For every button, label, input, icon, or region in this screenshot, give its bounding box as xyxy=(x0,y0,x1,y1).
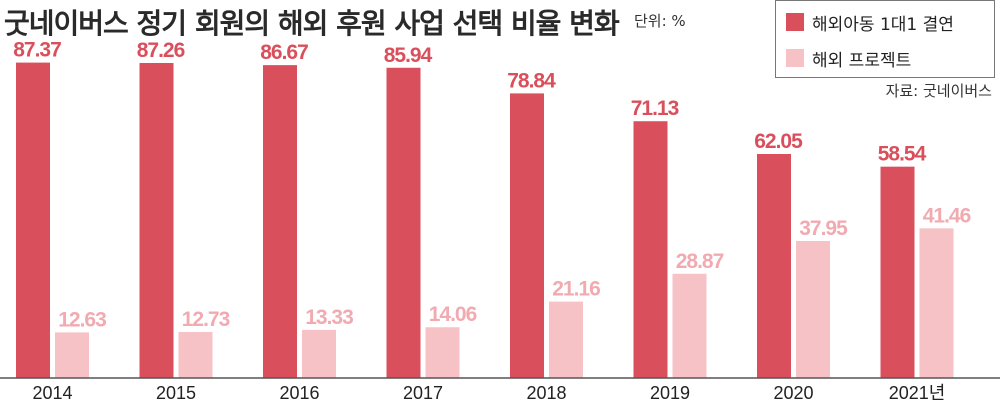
value-label-project-4: 21.16 xyxy=(552,278,600,301)
bar-project-0 xyxy=(55,332,89,378)
legend-item-sponsorship: 해외아동 1대1 결연 xyxy=(786,7,954,37)
bar-project-5 xyxy=(672,273,707,378)
x-tick-label-4: 2018 xyxy=(526,383,566,403)
value-label-sponsorship-4: 78.84 xyxy=(507,69,556,92)
legend-item-project: 해외 프로젝트 xyxy=(786,43,911,73)
bar-sponsorship-5 xyxy=(633,121,668,378)
unit-label: 단위: % xyxy=(634,12,686,30)
value-label-project-5: 28.87 xyxy=(676,250,724,273)
value-label-project-6: 37.95 xyxy=(799,217,848,240)
x-tick-label-0: 2014 xyxy=(32,383,72,403)
value-label-project-1: 12.73 xyxy=(182,308,230,331)
x-tick-label-2: 2016 xyxy=(279,383,319,403)
bar-sponsorship-2 xyxy=(263,65,297,378)
value-label-sponsorship-3: 85.94 xyxy=(384,44,433,67)
x-tick-label-6: 2020 xyxy=(773,383,813,403)
value-label-sponsorship-6: 62.05 xyxy=(754,130,803,153)
x-tick-label-3: 2017 xyxy=(403,383,443,403)
bar-sponsorship-6 xyxy=(757,153,791,378)
bar-project-1 xyxy=(178,332,213,378)
source-note: 자료: 굿네이버스 xyxy=(885,82,992,100)
value-label-project-2: 13.33 xyxy=(305,306,353,329)
x-tick-label-5: 2019 xyxy=(650,383,690,403)
value-label-project-7: 41.46 xyxy=(923,204,971,227)
legend-label-sponsorship: 해외아동 1대1 결연 xyxy=(812,14,954,35)
legend-swatch-project xyxy=(786,49,804,67)
bar-project-3 xyxy=(425,327,460,378)
bar-project-4 xyxy=(549,301,583,378)
value-label-sponsorship-0: 87.37 xyxy=(13,39,61,62)
bar-sponsorship-1 xyxy=(139,62,174,379)
bar-project-6 xyxy=(796,241,830,378)
bar-sponsorship-7 xyxy=(880,166,915,378)
value-label-sponsorship-1: 87.26 xyxy=(137,39,185,62)
legend-label-project: 해외 프로젝트 xyxy=(812,50,912,71)
value-label-sponsorship-2: 86.67 xyxy=(260,41,308,64)
value-label-project-3: 14.06 xyxy=(429,303,477,326)
bar-project-2 xyxy=(302,329,336,378)
bar-sponsorship-3 xyxy=(386,67,421,379)
legend: 해외아동 1대1 결연 해외 프로젝트 xyxy=(775,0,995,78)
chart-title: 굿네이버스 정기 회원의 해외 후원 사업 선택 비율 변화 xyxy=(4,7,620,40)
value-label-sponsorship-5: 71.13 xyxy=(631,97,679,120)
bar-project-7 xyxy=(919,228,954,378)
bar-sponsorship-0 xyxy=(16,62,50,378)
value-label-sponsorship-7: 58.54 xyxy=(878,143,927,166)
x-tick-label-7: 2021년 xyxy=(889,383,946,403)
x-tick-label-1: 2015 xyxy=(156,383,196,403)
value-label-project-0: 12.63 xyxy=(58,308,106,331)
legend-swatch-sponsorship xyxy=(786,13,804,31)
bar-sponsorship-4 xyxy=(510,93,544,378)
